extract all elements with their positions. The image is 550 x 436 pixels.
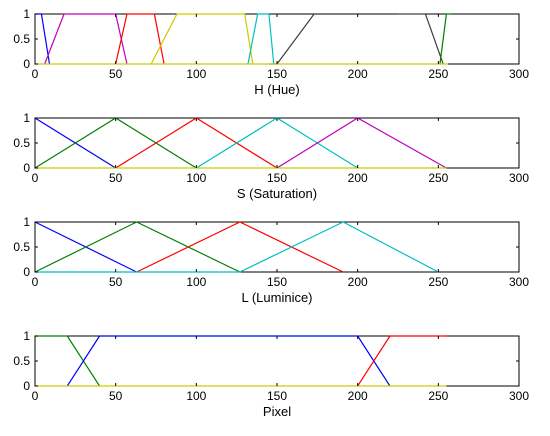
x-axis-label: L (Luminice) bbox=[241, 290, 312, 305]
membership-panel-2: 0 50 100 150 200 250 300 0 0.5 1 L (Luminice) bbox=[13, 215, 529, 305]
x-tick-label: 200 bbox=[348, 67, 368, 81]
y-tick-label: 1 bbox=[23, 215, 30, 229]
membership-line-1 bbox=[34, 221, 241, 273]
membership-line-5 bbox=[150, 13, 229, 65]
x-tick-label: 0 bbox=[32, 389, 39, 403]
x-tick-label: 200 bbox=[348, 171, 368, 185]
membership-line-3 bbox=[239, 221, 439, 273]
y-tick-label: 0 bbox=[23, 161, 30, 175]
x-tick-label: 100 bbox=[186, 275, 206, 289]
y-tick-label: 0.5 bbox=[13, 32, 30, 46]
x-tick-label: 50 bbox=[109, 275, 123, 289]
y-tick-label: 1 bbox=[23, 329, 30, 343]
membership-line-8 bbox=[268, 13, 275, 65]
membership-line-11 bbox=[439, 13, 452, 65]
membership-line-4 bbox=[147, 13, 165, 65]
y-tick-label: 0.5 bbox=[13, 240, 30, 254]
x-tick-label: 50 bbox=[109, 171, 123, 185]
x-tick-label: 150 bbox=[267, 67, 287, 81]
x-tick-label: 100 bbox=[186, 171, 206, 185]
y-tick-label: 0 bbox=[23, 265, 30, 279]
x-tick-label: 50 bbox=[109, 389, 123, 403]
x-tick-label: 100 bbox=[186, 67, 206, 81]
membership-panel-0: 0 50 100 150 200 250 300 0 0.5 1 H (Hue) bbox=[13, 7, 529, 97]
y-tick-label: 0 bbox=[23, 57, 30, 71]
membership-line-3 bbox=[115, 13, 148, 65]
y-tick-label: 1 bbox=[23, 7, 30, 21]
membership-line-1 bbox=[44, 13, 103, 65]
membership-line-6 bbox=[228, 13, 254, 65]
x-axis-label: S (Saturation) bbox=[237, 186, 317, 201]
x-tick-label: 250 bbox=[428, 67, 448, 81]
x-tick-label: 50 bbox=[109, 67, 123, 81]
x-tick-label: 300 bbox=[509, 171, 529, 185]
membership-line-10 bbox=[398, 13, 444, 65]
x-tick-label: 250 bbox=[428, 275, 448, 289]
x-tick-label: 200 bbox=[348, 389, 368, 403]
x-tick-label: 300 bbox=[509, 67, 529, 81]
membership-line-2 bbox=[136, 221, 344, 273]
plot-frame bbox=[34, 117, 520, 169]
x-tick-label: 150 bbox=[267, 171, 287, 185]
plot-frame bbox=[34, 221, 520, 273]
membership-line-7 bbox=[247, 13, 269, 65]
y-tick-label: 0.5 bbox=[13, 354, 30, 368]
y-tick-label: 1 bbox=[23, 111, 30, 125]
x-axis-label: Pixel bbox=[263, 404, 291, 419]
y-tick-label: 0.5 bbox=[13, 136, 30, 150]
x-tick-label: 0 bbox=[32, 275, 39, 289]
x-tick-label: 200 bbox=[348, 275, 368, 289]
plot-frame bbox=[34, 335, 520, 387]
x-tick-label: 0 bbox=[32, 171, 39, 185]
membership-panel-1: 0 50 100 150 200 250 300 0 0.5 1 S (Saturation) bbox=[13, 111, 529, 201]
x-tick-label: 250 bbox=[428, 171, 448, 185]
plot-frame bbox=[34, 13, 520, 65]
x-tick-label: 0 bbox=[32, 67, 39, 81]
x-axis-label: H (Hue) bbox=[254, 82, 300, 97]
x-tick-label: 150 bbox=[267, 275, 287, 289]
membership-line-0 bbox=[35, 335, 101, 387]
membership-line-2 bbox=[357, 335, 447, 387]
x-tick-label: 250 bbox=[428, 389, 448, 403]
y-tick-label: 0 bbox=[23, 379, 30, 393]
x-tick-label: 300 bbox=[509, 389, 529, 403]
membership-panel-3: 0 50 100 150 200 250 300 0 0.5 1 Pixel bbox=[13, 329, 529, 419]
x-tick-label: 300 bbox=[509, 275, 529, 289]
x-tick-label: 150 bbox=[267, 389, 287, 403]
x-tick-label: 100 bbox=[186, 389, 206, 403]
